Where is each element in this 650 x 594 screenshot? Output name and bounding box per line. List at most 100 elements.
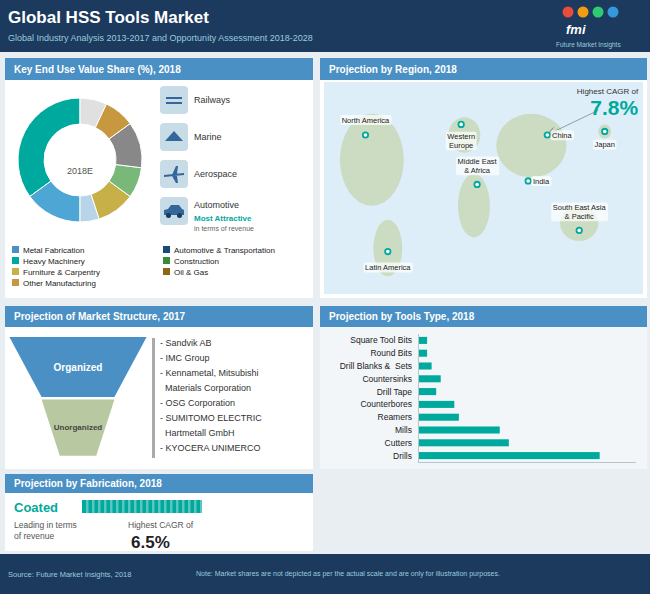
progress-bar [82, 500, 202, 513]
bar [418, 375, 441, 382]
section-header [5, 58, 313, 80]
logo-subtext: Future Market Insights [556, 41, 621, 49]
label-bg [551, 130, 574, 140]
label-bg [551, 203, 608, 222]
bar [418, 362, 432, 369]
region-label: China [552, 131, 572, 140]
legend-label: Oil & Gas [174, 268, 208, 277]
icon-box [160, 160, 188, 188]
logo-dot [593, 7, 604, 18]
progress-stripe [146, 500, 149, 513]
progress-stripe [110, 500, 113, 513]
icon-boat [165, 131, 183, 141]
progress-stripe [188, 500, 191, 513]
pin-center [364, 133, 368, 137]
region-label: Middle East& Africa [458, 157, 498, 175]
region-label: WesternEurope [447, 132, 475, 150]
region-label: Japan [595, 140, 615, 149]
logo-text: fmi [566, 22, 586, 37]
section-header [5, 306, 313, 327]
pin [601, 128, 608, 135]
progress-stripe [182, 500, 185, 513]
donut-slice [109, 165, 141, 197]
icon-rail [166, 97, 182, 99]
section-header [5, 474, 313, 493]
icon-plane [164, 166, 184, 183]
legend-label: Automotive & Transportation [174, 246, 275, 255]
icon-wheel [166, 213, 171, 218]
legend-swatch [12, 257, 19, 264]
progress-stripe [104, 500, 107, 513]
funnel-top [9, 337, 146, 397]
note: Note: Market shares are not depicted as … [196, 570, 500, 578]
pin-center [459, 123, 463, 127]
y-tick-label: Square Tool Bits [350, 335, 412, 345]
company: - IMC Group [160, 353, 210, 363]
progress-stripe [170, 500, 173, 513]
pin-center [577, 229, 581, 233]
highlight-label: Most Attractive [194, 214, 252, 223]
label-bg [456, 157, 499, 176]
legend-label: Heavy Machinery [23, 257, 85, 266]
legend-swatch [163, 257, 170, 264]
subtitle: Global Industry Analysis 2013-2017 and O… [8, 33, 313, 43]
company: Materials Corporation [160, 383, 251, 393]
company: - OSG Corporation [160, 398, 235, 408]
legend-swatch [12, 246, 19, 253]
panel-bg [320, 306, 647, 469]
company: - KYOCERA UNIMERCO [160, 443, 261, 453]
cagr-value: 6.5% [131, 533, 170, 552]
icon-box [160, 197, 188, 225]
pin [474, 181, 481, 188]
progress-stripe [164, 500, 167, 513]
pin-center [386, 250, 390, 254]
legend-label: Other Manufacturing [23, 279, 96, 288]
panel-bg [320, 58, 647, 298]
funnel-label: Organized [54, 362, 103, 373]
progress-stripe [92, 500, 95, 513]
icon-wheel [177, 213, 182, 218]
legend-swatch [12, 268, 19, 275]
continent [560, 206, 598, 241]
bar [418, 414, 459, 421]
company: - SUMITOMO ELECTRIC [160, 413, 262, 423]
y-tick-label: Mills [395, 425, 412, 435]
section-title: Projection by Fabrication, 2018 [14, 478, 162, 489]
logo-dot [608, 7, 619, 18]
footer-bg [0, 554, 650, 594]
label-bg [593, 140, 616, 150]
region-label: India [533, 177, 550, 186]
bar [418, 350, 427, 357]
progress-stripe [122, 500, 125, 513]
text-line: Europe [449, 141, 473, 150]
fabrication-leader: Coated [14, 500, 58, 515]
y-tick-label: Drill Tape [377, 387, 413, 397]
pin-center [603, 130, 607, 134]
region-label: Latin America [365, 263, 411, 272]
label-bg [364, 262, 413, 272]
y-tick-label: Countersinks [362, 374, 412, 384]
legend-swatch [163, 246, 170, 253]
legend-label: Construction [174, 257, 219, 266]
bar [418, 452, 600, 459]
title: Global HSS Tools Market [8, 8, 209, 27]
pin-center [546, 133, 550, 137]
progress-stripe [134, 500, 137, 513]
icon-label: Automotive [194, 200, 239, 210]
panel-bg [5, 306, 313, 469]
label-bg [446, 132, 477, 151]
y-tick-label: Cutters [385, 438, 412, 448]
continent [340, 114, 404, 206]
panel-bg [5, 474, 313, 551]
bar [418, 388, 436, 395]
progress-stripe [158, 500, 161, 513]
note: Leading in terms [14, 520, 77, 530]
donut [18, 98, 142, 222]
section-title: Projection of Market Structure, 2017 [14, 311, 186, 322]
bar [418, 426, 500, 433]
section-header [320, 58, 647, 80]
x-axis-line [418, 462, 636, 463]
bars [418, 337, 600, 459]
note: Highest CAGR of [128, 520, 194, 530]
header-bg [0, 0, 650, 52]
